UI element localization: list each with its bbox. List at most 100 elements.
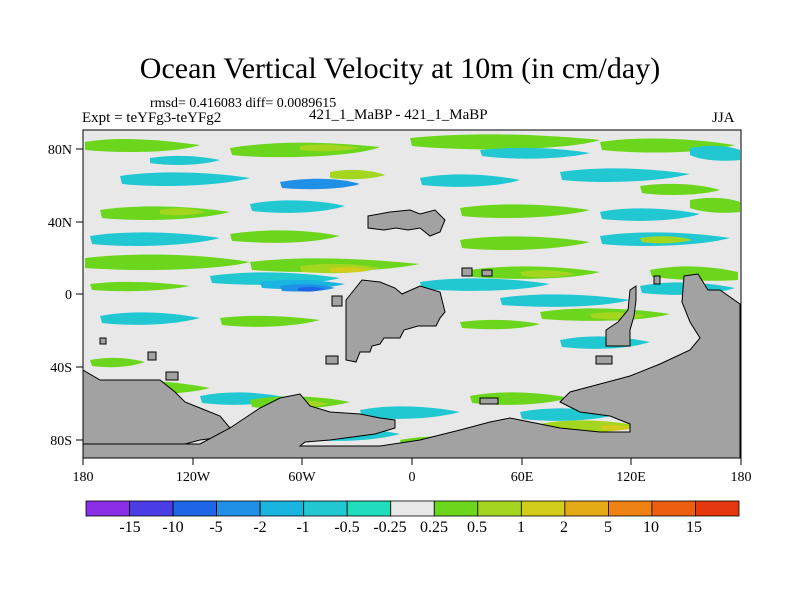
land-pacific-island: [481, 269, 493, 277]
contour-positive: [330, 266, 368, 273]
contour-negative: [690, 145, 740, 161]
contour-positive: [160, 208, 205, 216]
land-pacific-island: [325, 355, 339, 365]
colorbar-label: -0.5: [334, 519, 359, 536]
land-pacific-island: [147, 351, 157, 361]
contour-positive: [230, 230, 340, 243]
land-south-america: [345, 279, 446, 363]
y-tick-label: 40N: [48, 216, 72, 231]
colorbar-box: [85, 500, 130, 517]
colorbar-label: -10: [162, 519, 183, 536]
contour-positive: [85, 254, 250, 270]
contour-positive: [460, 319, 540, 330]
contour-negative: [480, 147, 590, 159]
colorbar-box: [303, 500, 348, 517]
contour-negative: [360, 406, 460, 419]
colorbar-label: 1: [517, 519, 525, 536]
contour-positive: [650, 266, 738, 281]
colorbar-box: [390, 500, 435, 517]
colorbar-box: [259, 500, 305, 517]
x-tick-label: 180: [73, 470, 94, 485]
y-axis-labels: 80N 40N 0 40S 80S: [48, 143, 72, 449]
colorbar-label: 0.5: [467, 519, 487, 536]
contour-positive: [640, 183, 720, 195]
contour-positive: [330, 169, 385, 180]
contour-negative: [120, 172, 250, 186]
contour-positive: [90, 281, 190, 292]
colorbar-box: [129, 500, 174, 517]
contour-negative: [100, 312, 200, 325]
y-tick-label: 80N: [48, 143, 72, 158]
colorbar-box: [651, 500, 696, 517]
colorbar-box: [608, 500, 653, 517]
colorbar-box: [564, 500, 609, 517]
colorbar-label: -15: [119, 519, 140, 536]
contour-negative: [90, 232, 220, 246]
colorbar-label: -5: [209, 519, 222, 536]
colorbar-box: [172, 500, 218, 517]
colorbar-label: 5: [604, 519, 612, 536]
contour-positive: [600, 424, 634, 431]
x-tick-label: 120E: [616, 470, 646, 485]
land-pacific-island: [165, 371, 179, 381]
colorbar-label: -0.25: [373, 519, 406, 536]
colorbar: [85, 500, 740, 517]
y-tick-label: 80S: [50, 434, 72, 449]
colorbar-box: [477, 500, 522, 517]
land-africa: [605, 285, 637, 347]
contour-negative: [600, 208, 700, 221]
experiment-label: Expt = teYFg3-teYFg2: [82, 110, 222, 126]
contour-positive: [460, 236, 590, 250]
colorbar-box: [346, 500, 392, 517]
x-tick-label: 180: [731, 470, 752, 485]
colorbar-box: [433, 500, 479, 517]
land-pacific-island: [331, 295, 343, 307]
contour-negative: [280, 178, 360, 190]
colorbar-box: [520, 500, 566, 517]
colorbar-label: -2: [253, 519, 266, 536]
colorbar-box: [216, 500, 261, 517]
land-island: [653, 275, 661, 285]
contour-negative: [420, 278, 550, 291]
stats-line: rmsd= 0.416083 diff= 0.0089615: [150, 96, 337, 111]
colorbar-label: 15: [686, 519, 702, 536]
colorbar-label: 2: [560, 519, 568, 536]
land-pacific-island: [461, 267, 473, 277]
land-masses: [83, 209, 741, 458]
velocity-field: [85, 134, 740, 449]
contour-negative: [420, 174, 520, 187]
contour-positive: [85, 138, 200, 153]
colorbar-labels: -15 -10 -5 -2 -1 -0.5 -0.25 0.25 0.5 1 2…: [119, 519, 702, 536]
land-pacific-island: [479, 397, 499, 405]
colorbar-label: -1: [296, 519, 309, 536]
contour-positive: [300, 144, 360, 152]
land-antarctica-east: [83, 273, 741, 458]
colorbar-box: [695, 500, 740, 517]
land-madagascar: [595, 355, 613, 365]
x-tick-label: 0: [409, 470, 416, 485]
contour-positive: [220, 315, 320, 327]
y-tick-marks: [76, 148, 83, 441]
land-pacific-island: [99, 337, 107, 345]
contour-negative: [500, 294, 630, 307]
land-central-america: [367, 209, 446, 237]
contour-positive: [520, 270, 575, 278]
x-tick-label: 60W: [288, 470, 316, 485]
map-title: Ocean Vertical Velocity at 10m (in cm/da…: [139, 52, 661, 85]
contour-negative: [298, 286, 325, 292]
contour-positive: [640, 236, 692, 244]
season-label: JJA: [712, 110, 735, 126]
colorbar-label: 0.25: [420, 519, 448, 536]
contour-positive: [690, 197, 740, 213]
contour-negative: [560, 168, 690, 182]
contour-positive: [90, 357, 145, 368]
colorbar-label: 10: [643, 519, 659, 536]
contour-positive: [460, 204, 590, 218]
contour-negative: [250, 200, 345, 213]
x-tick-label: 120W: [176, 470, 211, 485]
contour-negative: [150, 155, 220, 165]
y-tick-label: 40S: [50, 361, 72, 376]
y-tick-label: 0: [65, 288, 72, 303]
simulation-label: 421_1_MaBP - 421_1_MaBP: [309, 107, 488, 123]
